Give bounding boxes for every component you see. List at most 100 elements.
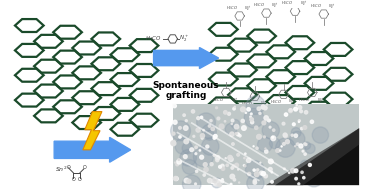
- Circle shape: [265, 148, 266, 149]
- Circle shape: [264, 174, 267, 178]
- Circle shape: [174, 162, 176, 163]
- Text: $N_2^+$: $N_2^+$: [300, 0, 308, 8]
- Circle shape: [241, 107, 245, 112]
- Circle shape: [193, 147, 214, 167]
- Text: $H_3CO$: $H_3CO$: [253, 2, 265, 9]
- Circle shape: [269, 126, 271, 128]
- Circle shape: [211, 181, 214, 184]
- Circle shape: [172, 132, 175, 135]
- Circle shape: [217, 117, 220, 120]
- Circle shape: [231, 123, 232, 125]
- Text: $H_3CO$: $H_3CO$: [212, 96, 225, 104]
- Circle shape: [197, 117, 200, 120]
- Text: $N_2^+$: $N_2^+$: [244, 4, 252, 13]
- Circle shape: [245, 112, 247, 113]
- Text: O: O: [67, 165, 70, 170]
- Text: $N_2^+$: $N_2^+$: [329, 2, 336, 11]
- Circle shape: [183, 155, 187, 159]
- Circle shape: [182, 160, 197, 174]
- Text: $H_3CO$: $H_3CO$: [241, 100, 253, 108]
- Circle shape: [261, 172, 265, 176]
- Circle shape: [202, 124, 216, 139]
- Text: $H_3CO$: $H_3CO$: [144, 34, 161, 43]
- FancyArrow shape: [54, 137, 130, 162]
- Text: $N_2^+$: $N_2^+$: [288, 98, 296, 106]
- Circle shape: [201, 137, 203, 139]
- Circle shape: [225, 123, 237, 135]
- Circle shape: [273, 129, 275, 131]
- Circle shape: [214, 154, 216, 156]
- Circle shape: [217, 180, 221, 183]
- Circle shape: [173, 120, 177, 124]
- Circle shape: [304, 143, 306, 145]
- Circle shape: [267, 104, 268, 105]
- Circle shape: [191, 110, 195, 113]
- Circle shape: [237, 133, 240, 136]
- Circle shape: [261, 105, 265, 109]
- Circle shape: [216, 159, 219, 162]
- Polygon shape: [83, 112, 102, 150]
- Circle shape: [263, 106, 267, 110]
- Circle shape: [245, 153, 246, 154]
- Circle shape: [235, 133, 237, 135]
- Circle shape: [250, 113, 252, 115]
- Circle shape: [254, 172, 259, 177]
- Circle shape: [203, 163, 207, 167]
- Circle shape: [253, 169, 255, 171]
- Circle shape: [268, 119, 270, 122]
- Circle shape: [288, 109, 293, 113]
- Circle shape: [200, 155, 203, 159]
- Circle shape: [296, 105, 297, 106]
- Circle shape: [227, 112, 230, 115]
- Circle shape: [185, 120, 187, 122]
- Circle shape: [244, 108, 264, 128]
- Text: $Sn^{2+}$: $Sn^{2+}$: [55, 164, 72, 174]
- Circle shape: [300, 160, 309, 169]
- Text: $N_2^+$: $N_2^+$: [260, 99, 267, 108]
- Circle shape: [215, 180, 220, 185]
- Circle shape: [212, 178, 217, 183]
- Circle shape: [228, 155, 232, 160]
- Circle shape: [224, 121, 226, 122]
- Circle shape: [173, 176, 178, 181]
- Circle shape: [226, 164, 228, 167]
- Circle shape: [305, 111, 308, 114]
- Circle shape: [259, 112, 261, 114]
- Circle shape: [211, 127, 215, 131]
- Circle shape: [213, 155, 214, 156]
- Circle shape: [258, 137, 273, 152]
- Text: $N_2^+$: $N_2^+$: [317, 96, 325, 105]
- Text: $H_3CO$: $H_3CO$: [299, 96, 311, 104]
- Circle shape: [250, 121, 254, 124]
- Polygon shape: [266, 128, 359, 185]
- Circle shape: [268, 167, 272, 171]
- Circle shape: [310, 168, 318, 176]
- Circle shape: [305, 143, 307, 146]
- Circle shape: [259, 171, 263, 175]
- Circle shape: [268, 159, 273, 164]
- Circle shape: [239, 182, 240, 183]
- Circle shape: [263, 174, 264, 175]
- Circle shape: [174, 177, 178, 180]
- Circle shape: [231, 119, 240, 128]
- Circle shape: [218, 183, 221, 187]
- Circle shape: [196, 170, 198, 172]
- Circle shape: [241, 119, 244, 122]
- Circle shape: [202, 138, 219, 155]
- Circle shape: [291, 168, 295, 173]
- Circle shape: [271, 171, 273, 173]
- Circle shape: [246, 96, 265, 114]
- Circle shape: [184, 139, 189, 144]
- Circle shape: [295, 146, 296, 147]
- Circle shape: [271, 180, 273, 183]
- Circle shape: [291, 134, 293, 136]
- Circle shape: [204, 167, 208, 172]
- Circle shape: [196, 128, 200, 132]
- Circle shape: [238, 169, 239, 170]
- Circle shape: [208, 125, 211, 127]
- FancyArrow shape: [153, 47, 218, 69]
- Circle shape: [221, 167, 225, 170]
- Circle shape: [225, 158, 226, 159]
- Circle shape: [303, 177, 305, 179]
- Circle shape: [285, 140, 290, 144]
